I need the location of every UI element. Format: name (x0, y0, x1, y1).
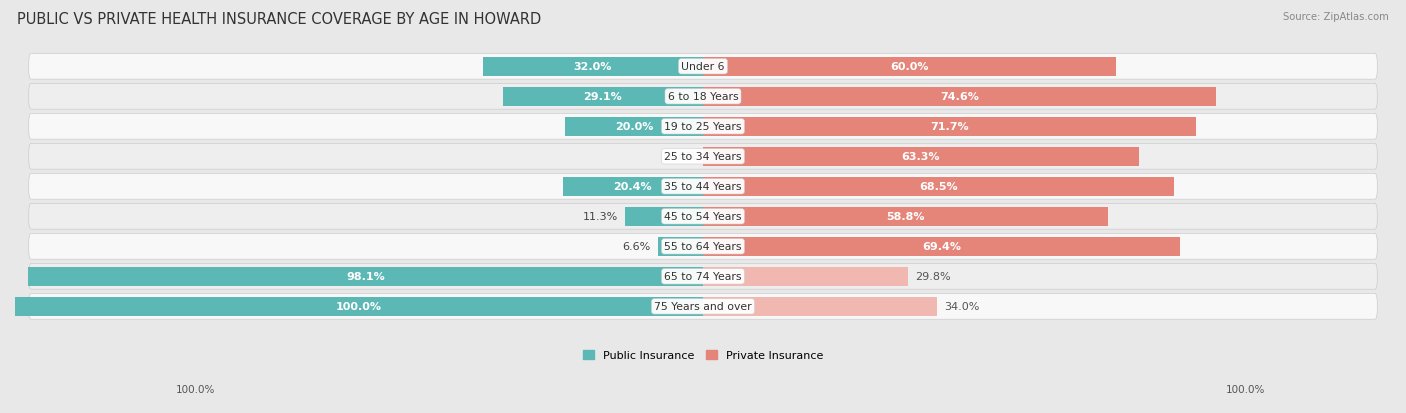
Text: 20.4%: 20.4% (613, 182, 652, 192)
Bar (503, 88, 703, 106)
Bar (703, 237, 1181, 256)
Text: 60.0%: 60.0% (890, 62, 928, 72)
FancyBboxPatch shape (28, 174, 1378, 200)
Text: 69.4%: 69.4% (922, 242, 962, 252)
Text: 35 to 44 Years: 35 to 44 Years (664, 182, 742, 192)
Text: Source: ZipAtlas.com: Source: ZipAtlas.com (1284, 12, 1389, 22)
Text: 68.5%: 68.5% (920, 182, 957, 192)
Bar (703, 58, 1116, 76)
FancyBboxPatch shape (28, 114, 1378, 140)
Text: 100.0%: 100.0% (176, 384, 215, 394)
Text: 71.7%: 71.7% (931, 122, 969, 132)
Text: 0.0%: 0.0% (668, 152, 696, 162)
Text: 19 to 25 Years: 19 to 25 Years (664, 122, 742, 132)
FancyBboxPatch shape (28, 144, 1378, 170)
Text: 100.0%: 100.0% (1226, 384, 1265, 394)
Bar (703, 207, 1108, 226)
Text: 25 to 34 Years: 25 to 34 Years (664, 152, 742, 162)
FancyBboxPatch shape (28, 84, 1378, 110)
Text: 98.1%: 98.1% (346, 272, 385, 282)
FancyBboxPatch shape (28, 264, 1378, 290)
Text: 6.6%: 6.6% (623, 242, 651, 252)
Text: 29.8%: 29.8% (915, 272, 950, 282)
Text: 74.6%: 74.6% (941, 92, 979, 102)
Bar (15, 297, 703, 316)
Text: 65 to 74 Years: 65 to 74 Years (664, 272, 742, 282)
Text: 58.8%: 58.8% (886, 212, 925, 222)
Text: 6 to 18 Years: 6 to 18 Years (668, 92, 738, 102)
Text: 55 to 64 Years: 55 to 64 Years (664, 242, 742, 252)
Bar (703, 297, 936, 316)
Text: 32.0%: 32.0% (574, 62, 612, 72)
Bar (703, 88, 1216, 106)
Bar (703, 118, 1197, 136)
Bar (703, 267, 908, 286)
FancyBboxPatch shape (28, 234, 1378, 260)
Text: 29.1%: 29.1% (583, 92, 623, 102)
Text: 100.0%: 100.0% (336, 301, 382, 311)
Text: Under 6: Under 6 (682, 62, 724, 72)
Bar (482, 58, 703, 76)
Bar (703, 147, 1139, 166)
Bar (28, 267, 703, 286)
FancyBboxPatch shape (28, 54, 1378, 80)
Bar (565, 118, 703, 136)
Text: 75 Years and over: 75 Years and over (654, 301, 752, 311)
Bar (562, 178, 703, 196)
Text: PUBLIC VS PRIVATE HEALTH INSURANCE COVERAGE BY AGE IN HOWARD: PUBLIC VS PRIVATE HEALTH INSURANCE COVER… (17, 12, 541, 27)
Bar (703, 178, 1174, 196)
Text: 63.3%: 63.3% (901, 152, 941, 162)
Text: 11.3%: 11.3% (583, 212, 619, 222)
FancyBboxPatch shape (28, 294, 1378, 320)
FancyBboxPatch shape (28, 204, 1378, 230)
Bar (626, 207, 703, 226)
Text: 45 to 54 Years: 45 to 54 Years (664, 212, 742, 222)
Legend: Public Insurance, Private Insurance: Public Insurance, Private Insurance (579, 345, 827, 365)
Bar (658, 237, 703, 256)
Text: 20.0%: 20.0% (614, 122, 654, 132)
Text: 34.0%: 34.0% (943, 301, 979, 311)
